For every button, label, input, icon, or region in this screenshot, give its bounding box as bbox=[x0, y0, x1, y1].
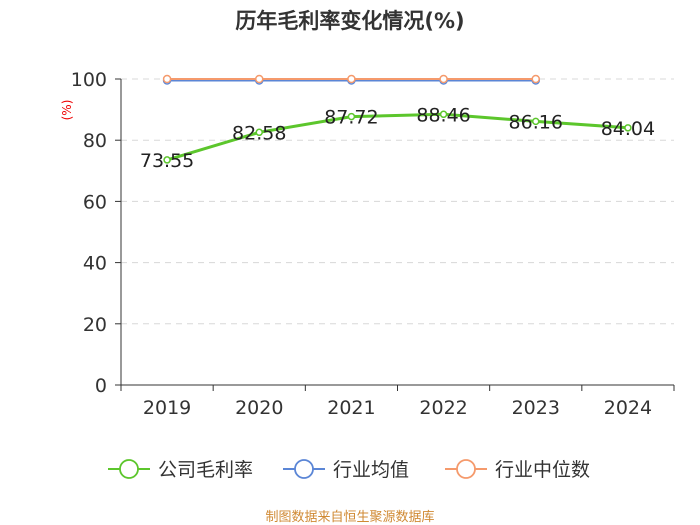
data-label: 88.46 bbox=[416, 104, 470, 126]
y-tick-label: 40 bbox=[83, 253, 107, 275]
legend-swatch-marker bbox=[456, 459, 476, 479]
data-point bbox=[439, 110, 448, 119]
data-point bbox=[255, 128, 263, 137]
legend-label: 公司毛利率 bbox=[158, 459, 253, 481]
data-label: 82.58 bbox=[232, 122, 286, 144]
data-point bbox=[439, 74, 448, 84]
axes: 0 20 40 60 80 100 2019 2020 2021 2022 2023 2024 bbox=[71, 69, 675, 419]
legend-swatch-marker bbox=[119, 459, 139, 479]
legend-swatch-marker bbox=[294, 459, 314, 479]
data-label: 84.04 bbox=[601, 118, 655, 140]
data-label: 86.16 bbox=[509, 111, 563, 133]
y-tick-label: 80 bbox=[83, 130, 107, 152]
legend: 公司毛利率 行业均值 行业中位数 bbox=[108, 459, 590, 481]
y-tick-label: 100 bbox=[71, 69, 107, 91]
x-tick-label: 2019 bbox=[143, 397, 191, 419]
data-point bbox=[162, 74, 172, 84]
y-axis-unit-label: (%) bbox=[60, 100, 74, 121]
chart-title: 历年毛利率变化情况(%) bbox=[235, 9, 464, 33]
y-tick-label: 0 bbox=[95, 375, 107, 397]
x-tick-label: 2022 bbox=[419, 397, 467, 419]
source-note: 制图数据来自恒生聚源数据库 bbox=[265, 509, 434, 525]
data-label: 87.72 bbox=[324, 107, 378, 129]
y-tick-label: 60 bbox=[83, 191, 107, 213]
data-label: 73.55 bbox=[140, 150, 194, 172]
series-lines bbox=[162, 74, 632, 164]
data-point bbox=[531, 74, 540, 84]
y-tick-label: 20 bbox=[83, 314, 107, 336]
data-point bbox=[163, 156, 171, 164]
legend-label: 行业中位数 bbox=[495, 459, 590, 481]
x-tick-label: 2020 bbox=[235, 397, 283, 419]
x-tick-label: 2021 bbox=[327, 397, 375, 419]
data-point bbox=[347, 74, 356, 84]
data-point bbox=[624, 124, 632, 132]
data-labels: 73.55 82.58 87.72 88.46 86.16 84.04 bbox=[140, 104, 655, 172]
x-tick-label: 2024 bbox=[604, 397, 652, 419]
x-tick-label: 2023 bbox=[512, 397, 560, 419]
legend-label: 行业均值 bbox=[333, 459, 409, 481]
data-point bbox=[347, 112, 356, 121]
series-line bbox=[166, 112, 629, 162]
data-point bbox=[532, 117, 540, 126]
data-point bbox=[255, 74, 264, 84]
